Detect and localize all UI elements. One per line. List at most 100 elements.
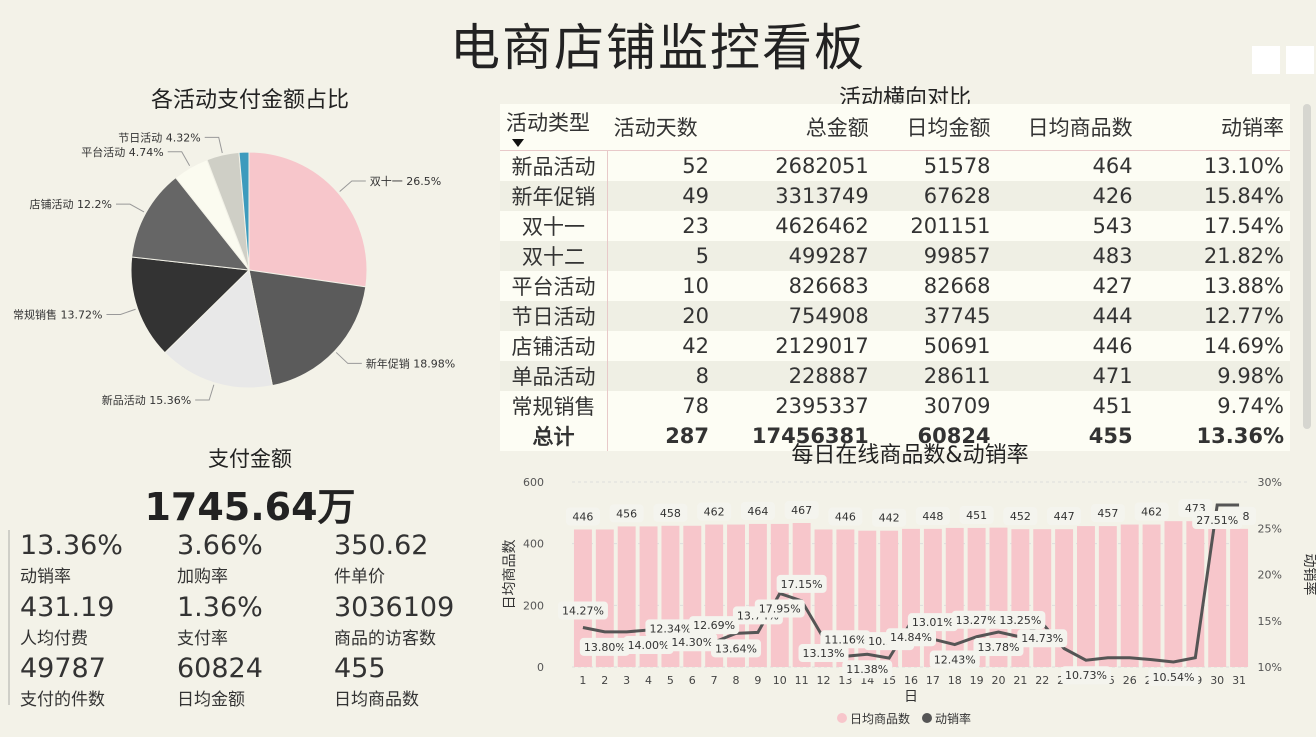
table-cell: 23 bbox=[607, 211, 716, 241]
chart-legend: 日均商品数 动销率 bbox=[837, 711, 971, 726]
bar-day-17[interactable] bbox=[923, 528, 942, 667]
bar-label-bg bbox=[1047, 507, 1082, 526]
x-tick-label: 9 bbox=[754, 674, 761, 687]
table-cell: 499287 bbox=[715, 241, 875, 271]
table-row[interactable]: 平台活动 10 826683 82668 427 13.88% bbox=[500, 271, 1290, 301]
line-label-bg bbox=[820, 630, 871, 649]
legend-label-bars[interactable]: 日均商品数 bbox=[850, 711, 910, 726]
more-options-button[interactable] bbox=[1286, 46, 1314, 74]
table-cell: 9.74% bbox=[1138, 391, 1290, 421]
table-cell: 2395337 bbox=[715, 391, 875, 421]
bar-day-11[interactable] bbox=[792, 523, 811, 667]
col-header-3[interactable]: 日均金额 bbox=[874, 104, 997, 151]
pie-slice-2[interactable] bbox=[164, 268, 273, 389]
pie-label-3: 常规销售 13.72% bbox=[13, 307, 102, 321]
table-header-row: 活动类型 活动天数 总金额 日均金额 日均商品数 动销率 bbox=[500, 104, 1290, 151]
kpi-divider bbox=[8, 530, 10, 705]
bar-value-label: 467 bbox=[791, 504, 812, 517]
table-cell: 15.84% bbox=[1138, 181, 1290, 211]
pie-title: 各活动支付金额占比 bbox=[150, 88, 349, 113]
table-cell: 20 bbox=[607, 301, 716, 331]
kpi-value: 3.66% bbox=[177, 530, 263, 561]
col-header-4[interactable]: 日均商品数 bbox=[996, 104, 1139, 151]
x-tick-label: 8 bbox=[733, 674, 740, 687]
table-cell: 37745 bbox=[874, 301, 997, 331]
table-cell: 464 bbox=[996, 150, 1139, 181]
table-scrollbar[interactable] bbox=[1303, 104, 1311, 429]
line-value-label: 13.13% bbox=[803, 647, 845, 660]
col-header-0[interactable]: 活动类型 bbox=[500, 104, 608, 151]
col-header-label: 动销率 bbox=[1221, 116, 1284, 140]
table-row[interactable]: 双十二 5 499287 99857 483 21.82% bbox=[500, 241, 1290, 271]
pie-slice-0[interactable] bbox=[248, 151, 368, 288]
bar-day-19[interactable] bbox=[967, 527, 986, 667]
bar-value-label: 456 bbox=[616, 507, 637, 520]
table-cell: 店铺活动 bbox=[500, 331, 609, 361]
bar-day-31[interactable] bbox=[1230, 528, 1249, 667]
line-label-bg bbox=[754, 599, 805, 618]
bar-label-bg bbox=[828, 507, 863, 526]
pie-slice-3[interactable] bbox=[130, 256, 251, 354]
bar-day-24[interactable] bbox=[1077, 526, 1095, 667]
col-header-label: 日均金额 bbox=[906, 116, 991, 140]
focus-mode-button[interactable] bbox=[1252, 46, 1280, 74]
table-cell: 4626462 bbox=[715, 211, 875, 241]
bar-day-26[interactable] bbox=[1120, 524, 1139, 667]
kpi-value: 431.19 bbox=[20, 592, 115, 623]
bar-day-27[interactable] bbox=[1142, 524, 1161, 667]
table-cell: 平台活动 bbox=[500, 271, 609, 301]
bar-label-bg bbox=[959, 505, 994, 524]
line-value-label: 13.25% bbox=[999, 614, 1041, 627]
pie-slice-4[interactable] bbox=[131, 176, 251, 271]
y2-axis-label: 动销率 bbox=[1301, 554, 1316, 596]
line-label-bg bbox=[1017, 629, 1068, 648]
x-tick-label: 30 bbox=[1210, 674, 1224, 687]
x-tick-label: 16 bbox=[904, 674, 918, 687]
legend-label-line[interactable]: 动销率 bbox=[935, 711, 971, 726]
bar-value-label: 464 bbox=[747, 505, 768, 518]
table-cell: 21.82% bbox=[1138, 241, 1290, 271]
line-value-label: 14.84% bbox=[890, 631, 932, 644]
table-cell: 451 bbox=[996, 391, 1139, 421]
kpi-value: 60824 bbox=[177, 653, 263, 684]
bar-day-30[interactable] bbox=[1208, 528, 1227, 667]
bar-day-28[interactable] bbox=[1164, 521, 1183, 667]
sort-down-icon[interactable] bbox=[512, 139, 524, 147]
table-cell: 67628 bbox=[874, 181, 997, 211]
table-row[interactable]: 新品活动 52 2682051 51578 464 13.10% bbox=[500, 150, 1290, 181]
line-value-label: 17.95% bbox=[759, 602, 801, 615]
line-value-label: 11.16% bbox=[824, 633, 866, 646]
bar-value-label: 457 bbox=[1097, 507, 1118, 520]
table-cell: 双十二 bbox=[500, 241, 609, 271]
table-cell: 754908 bbox=[715, 301, 875, 331]
table-row[interactable]: 节日活动 20 754908 37745 444 12.77% bbox=[500, 301, 1290, 331]
table-total-row: 总计 287 17456381 60824 455 13.36% bbox=[500, 421, 1290, 451]
line-value-label: 12.34% bbox=[649, 622, 691, 635]
table-cell: 228887 bbox=[715, 361, 875, 391]
bar-day-1[interactable] bbox=[573, 529, 592, 667]
payment-title: 支付金额 bbox=[208, 447, 292, 471]
table-row[interactable]: 单品活动 8 228887 28611 471 9.98% bbox=[500, 361, 1290, 391]
table-row[interactable]: 新年促销 49 3313749 67628 426 15.84% bbox=[500, 181, 1290, 211]
col-header-5[interactable]: 动销率 bbox=[1138, 104, 1290, 151]
bar-day-18[interactable] bbox=[945, 527, 964, 667]
combo-title: 每日在线商品数&动销率 bbox=[791, 443, 1029, 468]
col-header-2[interactable]: 总金额 bbox=[715, 104, 875, 151]
bar-value-label: 447 bbox=[1054, 510, 1075, 523]
pie-slice-7[interactable] bbox=[238, 151, 250, 271]
table-row[interactable]: 双十一 23 4626462 201151 543 17.54% bbox=[500, 211, 1290, 241]
bar-day-25[interactable] bbox=[1098, 526, 1117, 667]
bar-day-29[interactable] bbox=[1186, 521, 1205, 667]
table-row[interactable]: 店铺活动 42 2129017 50691 446 14.69% bbox=[500, 331, 1290, 361]
kpi-label: 日均金额 bbox=[177, 690, 245, 710]
kpi-value: 13.36% bbox=[20, 530, 123, 561]
kpi-label: 件单价 bbox=[334, 567, 385, 587]
table-row[interactable]: 常规销售 78 2395337 30709 451 9.74% bbox=[500, 391, 1290, 421]
kpi-value: 3036109 bbox=[334, 592, 455, 623]
pie-slice-1[interactable] bbox=[248, 269, 367, 387]
col-header-label: 日均商品数 bbox=[1027, 116, 1133, 140]
bar-label-bg bbox=[653, 503, 688, 522]
col-header-1[interactable]: 活动天数 bbox=[607, 104, 716, 151]
pie-label-1: 新年促销 18.98% bbox=[366, 356, 455, 370]
kpi-label: 支付的件数 bbox=[20, 690, 105, 710]
